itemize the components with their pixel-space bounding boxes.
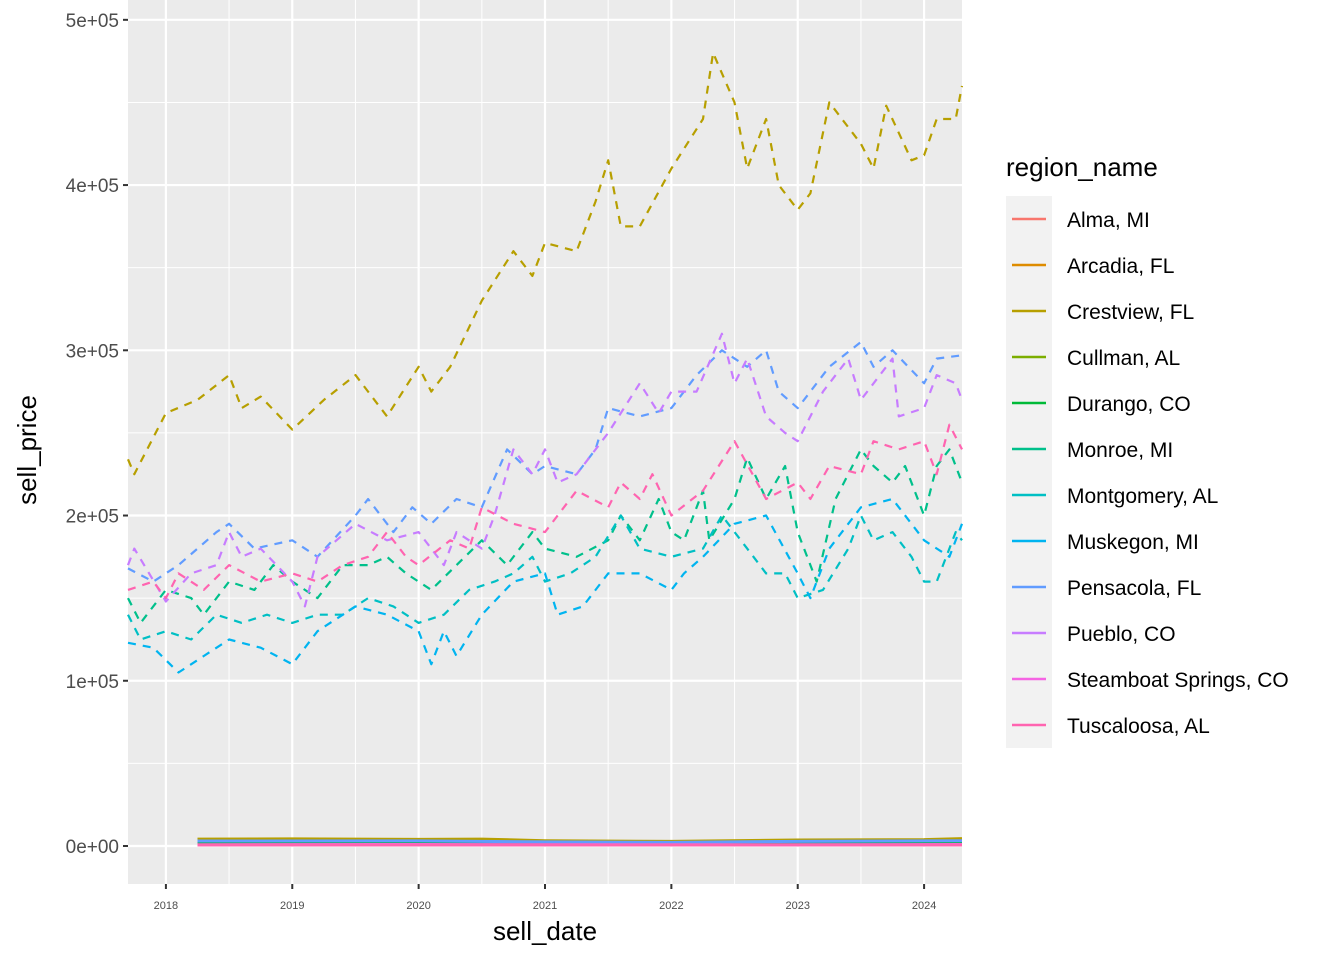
legend-label: Montgomery, AL [1067, 485, 1218, 508]
y-tick-label: 5e+05 [66, 11, 119, 32]
legend-title: region_name [1006, 152, 1158, 182]
x-tick-label: 2018 [154, 900, 178, 912]
axes: 0e+00 1e+05 2e+05 3e+05 4e+05 5e+05 2018 2019 20… [66, 11, 937, 912]
y-tick-label: 4e+05 [66, 176, 119, 197]
x-tick-label: 2023 [785, 900, 809, 912]
legend-label: Alma, MI [1067, 209, 1150, 232]
x-tick-label: 2024 [912, 900, 936, 912]
y-tick-label: 3e+05 [66, 341, 119, 362]
legend: region_name Alma, MI Arcadia, FL Crestview… [1006, 152, 1289, 748]
series-line-crestview-fl [126, 51, 964, 476]
y-tick-label: 1e+05 [66, 672, 119, 693]
legend-label: Arcadia, FL [1067, 255, 1174, 278]
x-tick-label: 2022 [659, 900, 683, 912]
legend-label: Monroe, MI [1067, 439, 1173, 462]
legend-label: Steamboat Springs, CO [1067, 669, 1289, 692]
y-axis-title: sell_price [12, 395, 42, 505]
series-line-monroe-mi [127, 448, 964, 625]
x-tick-label: 2021 [533, 900, 557, 912]
series-line-muskegon-mi [127, 497, 964, 674]
x-axis-title: sell_date [493, 916, 597, 946]
series-line-pensacola-fl [127, 340, 963, 583]
series-lines [126, 51, 964, 847]
y-tick-label: 0e+00 [66, 837, 119, 858]
legend-keys-background [1006, 196, 1052, 748]
x-tick-label: 2020 [406, 900, 430, 912]
legend-label: Pueblo, CO [1067, 623, 1176, 646]
series-line-tuscaloosa-al [127, 423, 963, 600]
legend-label: Crestview, FL [1067, 301, 1194, 324]
series-line-montgomery-al [127, 514, 963, 641]
series-line-pensacola-fl-count [197, 839, 963, 844]
legend-label: Durango, CO [1067, 393, 1191, 416]
legend-label: Tuscaloosa, AL [1067, 715, 1210, 738]
legend-label: Muskegon, MI [1067, 531, 1199, 554]
y-tick-label: 2e+05 [66, 507, 119, 528]
series-line-pueblo-co [126, 332, 964, 608]
x-tick-label: 2019 [280, 900, 304, 912]
legend-label: Cullman, AL [1067, 347, 1180, 370]
legend-label: Pensacola, FL [1067, 577, 1201, 600]
